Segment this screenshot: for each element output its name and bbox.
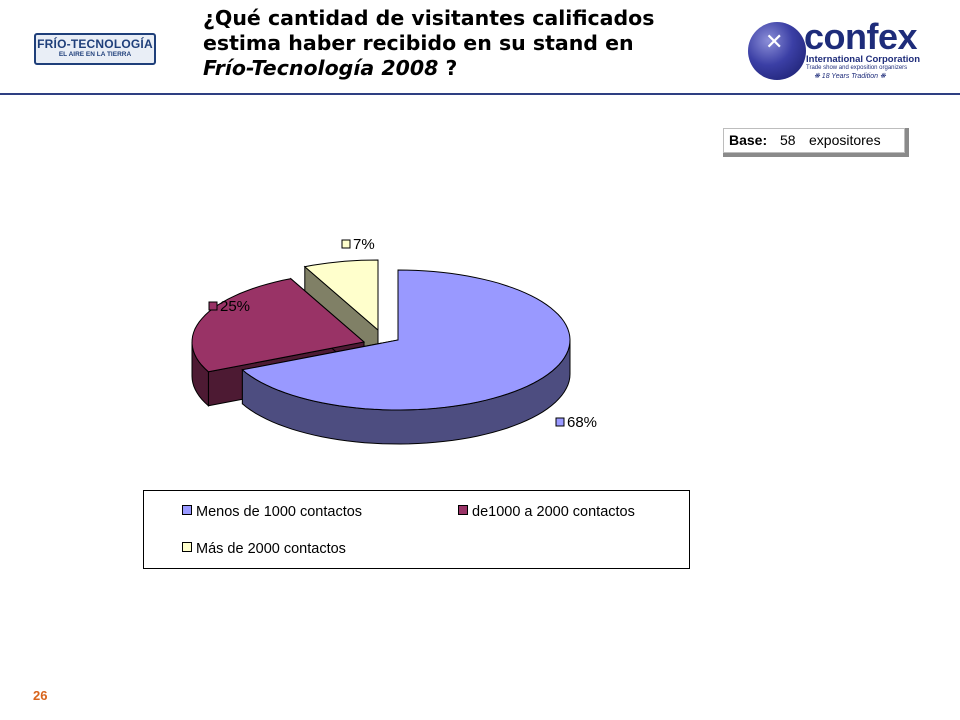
data-label-swatch-menos-de-1000-contactos — [555, 417, 565, 427]
chart-legend: Menos de 1000 contactos de1000 a 2000 co… — [143, 490, 690, 569]
page-number: 26 — [33, 688, 48, 703]
legend-swatch-1000-2000 — [458, 505, 468, 515]
globe-icon — [748, 22, 806, 80]
legend-label-menos-1000: Menos de 1000 contactos — [196, 504, 363, 520]
confex-tradition: ❋ 18 Years Tradition ❋ — [814, 73, 886, 80]
legend-item-1000-2000: de1000 a 2000 contactos — [458, 503, 635, 521]
legend-label-1000-2000: de1000 a 2000 contactos — [472, 504, 635, 520]
pie-slice-mas-de-2000-contactos — [303, 259, 379, 332]
legend-label-mas-2000: Más de 2000 contactos — [196, 541, 346, 557]
confex-brand: confex — [804, 16, 918, 57]
legend-swatch-menos-1000 — [182, 505, 192, 515]
data-label-mas-de-2000-contactos: 7% — [353, 236, 375, 253]
data-label-menos-de-1000-contactos: 68% — [567, 414, 597, 431]
legend-item-mas-2000: Más de 2000 contactos — [182, 540, 346, 558]
base-note: Base: 58 expositores — [723, 128, 909, 157]
data-label-de1000-a-2000-contactos: 25% — [220, 298, 250, 315]
legend-swatch-mas-2000 — [182, 542, 192, 552]
data-label-swatch-de1000-a-2000-contactos — [208, 301, 218, 311]
title-event-name: Frío-Tecnología 2008 — [203, 56, 439, 80]
data-label-swatch-mas-de-2000-contactos — [341, 239, 351, 249]
confex-logo: ✕ confex International Corporation Trade… — [748, 18, 928, 88]
title-question-mark: ? — [438, 56, 458, 80]
frio-tecnologia-logo: FRÍO-TECNOLOGÍA EL AIRE EN LA TIERRA — [34, 33, 156, 65]
confex-tagline: Trade show and exposition organizers — [806, 65, 908, 71]
star-icon: ✕ — [765, 29, 784, 54]
title-line-2: estima haber recibido en su stand en — [203, 31, 634, 55]
pie-slice-de1000-a-2000-contactos — [191, 278, 366, 373]
header-divider — [0, 93, 960, 95]
base-unit: expositores — [809, 132, 881, 148]
confex-subtitle: International Corporation — [806, 54, 920, 65]
page-title: ¿Qué cantidad de visitantes calificados … — [203, 6, 743, 81]
legend-item-menos-1000: Menos de 1000 contactos — [182, 503, 362, 521]
base-value: 58 — [780, 132, 796, 148]
logo-left-name: FRÍO-TECNOLOGÍA — [37, 37, 153, 51]
title-line-1: ¿Qué cantidad de visitantes calificados — [203, 6, 655, 30]
logo-left-tagline: EL AIRE EN LA TIERRA — [58, 51, 132, 58]
base-label: Base: — [729, 132, 768, 148]
pie-slice-menos-de-1000-contactos — [241, 269, 571, 411]
title-line-3: Frío-Tecnología 2008 ? — [203, 56, 743, 81]
